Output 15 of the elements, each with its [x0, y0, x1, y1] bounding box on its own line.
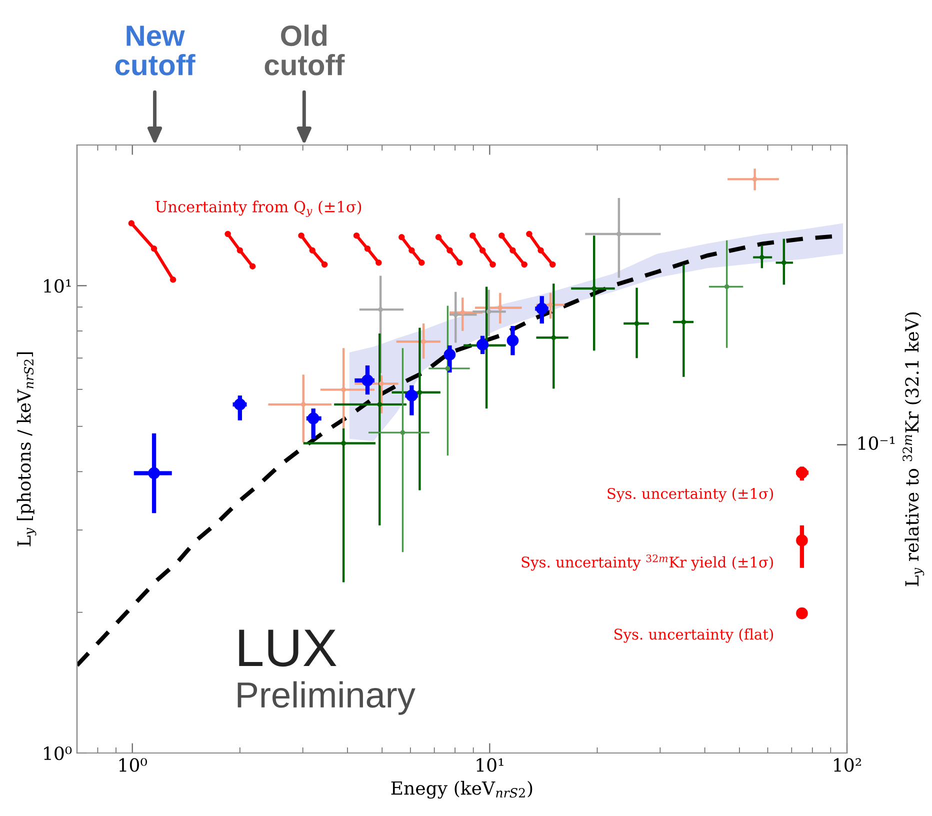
- annotation: Preliminary: [238, 681, 416, 715]
- series-label: Sys. uncertainty (flat): [614, 628, 774, 643]
- annotation: LUX: [239, 630, 336, 667]
- text: Old cutoff: [264, 24, 345, 76]
- annotation: Uncertainty from Q$_{y}$ (±1σ): [155, 200, 362, 217]
- x-tick-label: 10⁰: [119, 758, 147, 772]
- text: 10⁻¹: [858, 436, 895, 450]
- y2-axis-title: L$_{y}$ relative to $^{32m}$Kr (32.1 keV): [902, 312, 924, 586]
- text: New cutoff: [115, 26, 196, 76]
- series-label: Sys. uncertainty $^{32m}$Kr yield (±1σ): [522, 554, 773, 571]
- series-label: Sys. uncertainty (±1σ): [608, 488, 774, 502]
- y-axis-title: L$_{y}$ [photons / keV$_{nrS2}$]: [16, 352, 36, 546]
- x-tick-label: 10¹: [476, 758, 504, 772]
- x-tick-label: 10²: [834, 758, 861, 772]
- x-axis-title: Enegy (keV$_{nrS2}$): [391, 780, 532, 799]
